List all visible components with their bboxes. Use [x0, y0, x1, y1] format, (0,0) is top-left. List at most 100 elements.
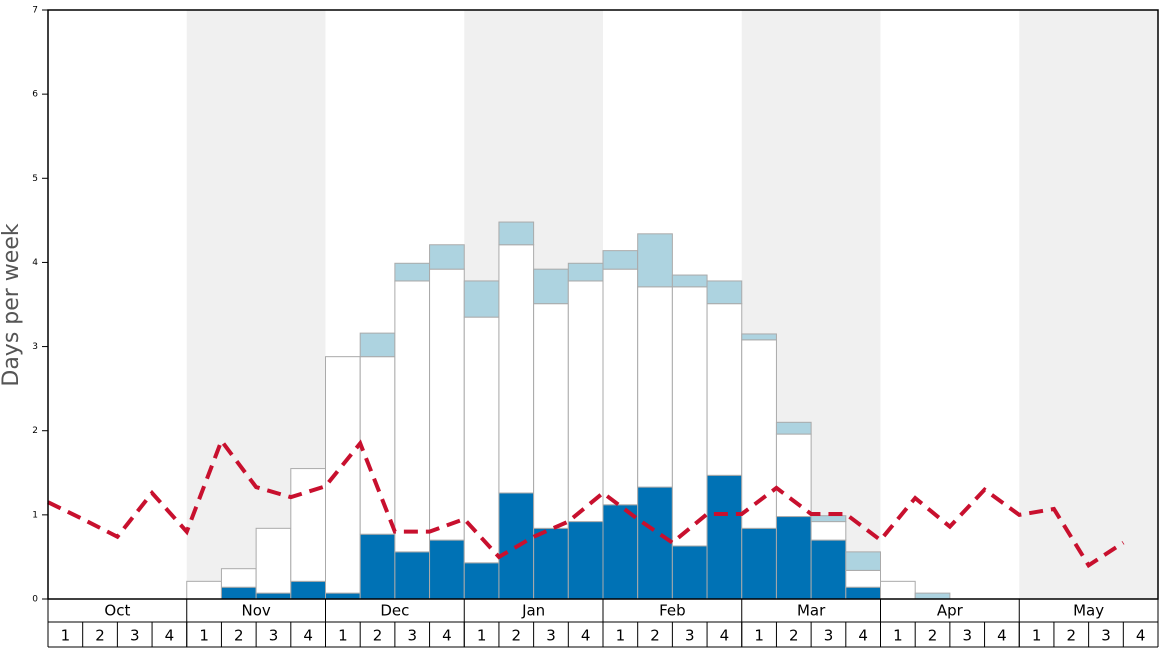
bar-segment: [671, 286, 708, 547]
x-tick-label: 2: [789, 627, 799, 645]
month-label: Nov: [241, 602, 270, 620]
bar-segment: [775, 433, 812, 518]
month-label: May: [1073, 602, 1104, 620]
x-tick-label: 1: [754, 627, 764, 645]
x-tick-label: 3: [407, 627, 417, 645]
bar-segment: [706, 303, 743, 476]
bar-segment: [810, 521, 847, 541]
month-band: [1019, 10, 1158, 599]
bar-segment: [810, 539, 847, 600]
x-tick-label: 2: [512, 627, 522, 645]
x-tick-label: 1: [616, 627, 626, 645]
bar-segment: [290, 468, 326, 582]
x-tick-label: 2: [928, 627, 938, 645]
bar-segment: [498, 221, 535, 246]
month-label: Mar: [797, 602, 826, 620]
month-label: Oct: [104, 602, 130, 620]
x-tick-label: 1: [893, 627, 903, 645]
x-tick-label: 3: [269, 627, 279, 645]
bar-segment: [359, 533, 396, 600]
bar-segment: [394, 551, 431, 600]
month-label: Apr: [937, 602, 964, 620]
x-tick-label: 2: [650, 627, 660, 645]
bar-segment: [533, 527, 569, 600]
bar-segment: [359, 356, 396, 535]
x-tick-label: 1: [338, 627, 348, 645]
bar-segment: [741, 339, 777, 529]
x-tick-label: 3: [685, 627, 695, 645]
bar-segment: [255, 592, 292, 600]
bar-segment: [880, 580, 916, 600]
x-tick-label: 3: [546, 627, 556, 645]
y-tick-label: 5: [32, 174, 38, 184]
bar-segment: [671, 545, 708, 600]
bar-segment: [463, 280, 500, 318]
y-axis-label: Days per week: [0, 223, 24, 386]
x-tick-label: 2: [373, 627, 383, 645]
bar-segment: [810, 515, 847, 523]
x-tick-label: 3: [130, 627, 140, 645]
bar-segment: [845, 586, 881, 600]
x-tick-label: 4: [303, 627, 313, 645]
y-tick-label: 4: [32, 258, 38, 268]
y-tick-label: 1: [32, 510, 38, 520]
bar-segment: [255, 527, 292, 594]
bar-segment: [220, 568, 257, 588]
bar-segment: [637, 486, 673, 600]
x-tick-label: 3: [824, 627, 834, 645]
x-tick-label: 2: [1067, 627, 1077, 645]
x-tick-label: 4: [165, 627, 175, 645]
month-label: Dec: [380, 602, 409, 620]
month-label: Jan: [521, 602, 545, 620]
x-tick-label: 4: [858, 627, 868, 645]
bar-segment: [325, 356, 361, 594]
y-tick-label: 7: [32, 6, 38, 16]
bar-segment: [567, 521, 604, 600]
x-tick-label: 4: [997, 627, 1007, 645]
bar-segment: [429, 539, 465, 600]
y-tick-label: 6: [32, 90, 38, 100]
y-tick-label: 0: [32, 595, 38, 605]
bar-segment: [359, 332, 396, 358]
bar-segment: [533, 303, 569, 529]
y-tick-label: 3: [32, 342, 38, 352]
x-tick-label: 4: [442, 627, 452, 645]
x-tick-label: 1: [199, 627, 209, 645]
bar-segment: [602, 504, 639, 600]
bar-segment: [602, 268, 639, 506]
bar-segment: [914, 592, 951, 600]
bar-segment: [463, 562, 500, 600]
x-tick-label: 4: [720, 627, 730, 645]
x-tick-label: 2: [95, 627, 105, 645]
line: [47, 436, 1125, 569]
x-tick-label: 1: [61, 627, 71, 645]
bar-segment: [567, 280, 604, 523]
bar-segment: [741, 333, 777, 341]
bar-segment: [533, 268, 569, 305]
bar-segment: [325, 592, 361, 600]
bar-segment: [498, 244, 535, 494]
x-tick-label: 4: [581, 627, 591, 645]
bar-segment: [463, 316, 500, 564]
bar-segment: [429, 268, 465, 541]
x-tick-label: 1: [1032, 627, 1042, 645]
x-tick-label: 1: [477, 627, 487, 645]
bar-segment: [394, 280, 431, 553]
bar-segment: [775, 421, 812, 435]
bar-segment: [845, 551, 881, 571]
bar-segment: [602, 250, 639, 270]
bar-segment: [429, 244, 465, 270]
y-tick-label: 2: [32, 426, 38, 436]
bar-segment: [637, 286, 673, 488]
bar-segment: [637, 233, 673, 288]
bar-segment: [706, 280, 743, 305]
bar-segment: [671, 274, 708, 288]
x-tick-label: 3: [962, 627, 972, 645]
bar-segment: [567, 262, 604, 282]
bar-segment: [741, 527, 777, 600]
bar-segment: [845, 569, 881, 588]
bar-segment: [775, 516, 812, 600]
x-tick-label: 2: [234, 627, 244, 645]
x-tick-label: 4: [1136, 627, 1146, 645]
